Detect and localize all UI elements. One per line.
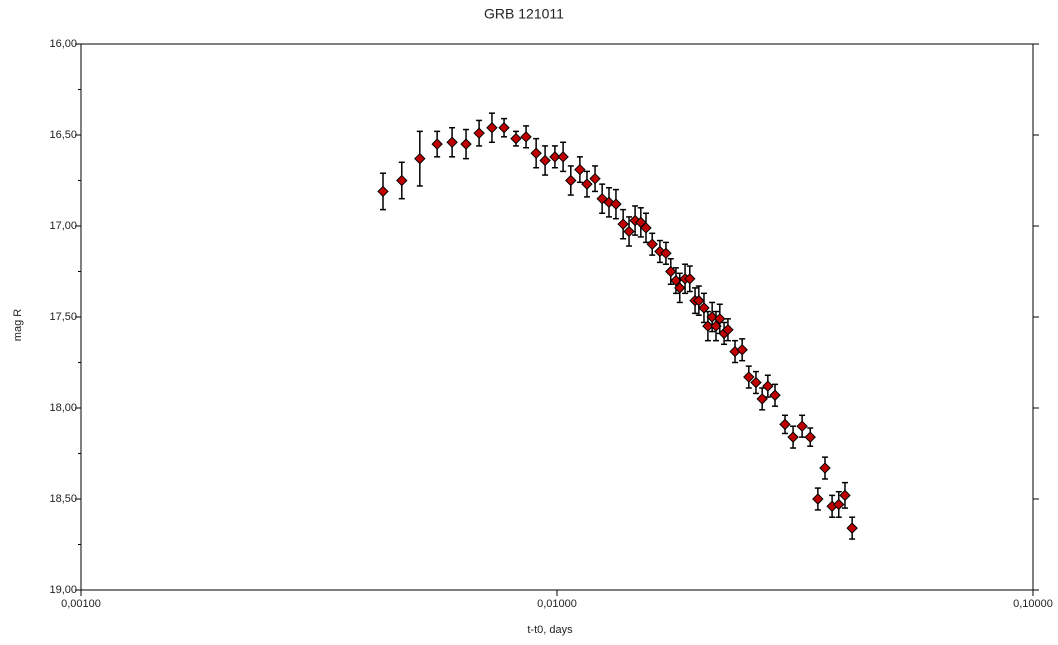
data-point	[833, 498, 845, 511]
data-point	[617, 218, 629, 230]
data-point	[750, 376, 762, 389]
data-point	[698, 302, 710, 314]
data-point	[396, 174, 408, 187]
y-tick-label: 16,50	[49, 129, 77, 141]
y-tick-label: 18,50	[49, 493, 77, 505]
data-point	[640, 222, 652, 234]
data-point	[674, 282, 686, 294]
x-tick-label: 0,10000	[1013, 598, 1053, 610]
data-point	[819, 462, 831, 474]
y-tick-label: 17,00	[49, 220, 77, 232]
data-point	[530, 147, 542, 159]
y-axis-label: mag R	[12, 309, 24, 341]
y-tick-label: 18,00	[49, 402, 77, 414]
data-point	[846, 522, 858, 534]
data-point	[702, 320, 714, 332]
data-point	[565, 174, 577, 187]
y-tick-label: 16,00	[49, 38, 77, 50]
data-point	[660, 247, 672, 260]
data-point	[665, 265, 677, 278]
data-point	[574, 163, 586, 176]
data-point	[498, 122, 510, 134]
data-point	[839, 489, 851, 502]
data-point	[796, 420, 808, 432]
y-tick-label: 17,50	[49, 311, 77, 323]
data-point	[549, 151, 561, 163]
data-point	[762, 380, 774, 392]
data-point	[596, 192, 608, 205]
data-point	[714, 313, 726, 325]
x-tick-label: 0,01000	[537, 598, 577, 610]
data-point	[736, 344, 748, 356]
data-point	[377, 185, 389, 198]
data-point	[539, 154, 551, 167]
data-point	[684, 273, 696, 285]
data-point	[581, 178, 593, 190]
data-point	[589, 172, 601, 185]
data-point	[623, 225, 635, 238]
data-point	[804, 431, 816, 443]
data-point	[473, 127, 485, 139]
data-point	[414, 152, 426, 165]
chart-title: GRB 121011	[484, 6, 564, 22]
data-point	[431, 138, 443, 150]
data-point	[557, 151, 569, 163]
data-point	[610, 198, 622, 210]
data-point	[646, 238, 658, 250]
data-point	[654, 245, 666, 258]
x-axis-label: t-t0, days	[527, 624, 573, 636]
data-point	[769, 389, 781, 401]
data-point	[460, 138, 472, 150]
data-point	[722, 324, 734, 336]
data-point	[743, 371, 755, 383]
data-point	[787, 431, 799, 443]
data-point	[486, 122, 498, 134]
data-point	[756, 393, 768, 405]
data-point	[520, 131, 532, 143]
data-point	[446, 136, 458, 148]
data-point	[603, 196, 615, 209]
x-tick-label: 0,00100	[61, 598, 101, 610]
data-point	[693, 294, 705, 307]
data-point	[812, 493, 824, 505]
plot-frame	[80, 43, 1034, 591]
data-point	[510, 132, 522, 145]
y-tick-label: 19,00	[49, 584, 77, 596]
data-point	[779, 418, 791, 431]
